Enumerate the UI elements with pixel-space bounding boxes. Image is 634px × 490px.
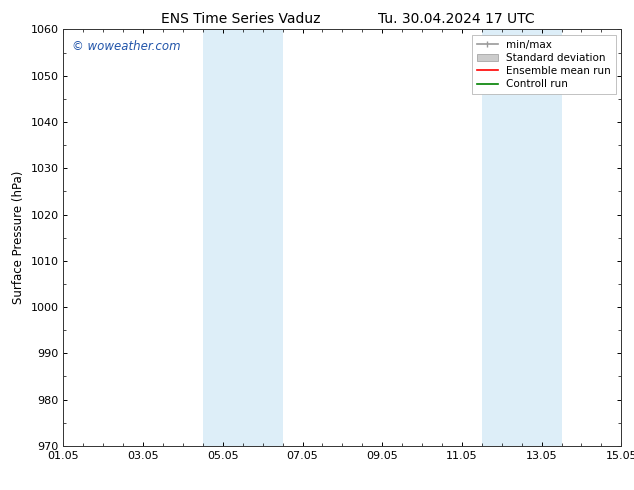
Legend: min/max, Standard deviation, Ensemble mean run, Controll run: min/max, Standard deviation, Ensemble me…: [472, 35, 616, 95]
Text: Tu. 30.04.2024 17 UTC: Tu. 30.04.2024 17 UTC: [378, 12, 535, 26]
Bar: [203, 29, 283, 446]
Y-axis label: Surface Pressure (hPa): Surface Pressure (hPa): [12, 171, 25, 304]
Text: © woweather.com: © woweather.com: [72, 40, 181, 53]
Text: ENS Time Series Vaduz: ENS Time Series Vaduz: [161, 12, 321, 26]
Bar: [482, 29, 562, 446]
